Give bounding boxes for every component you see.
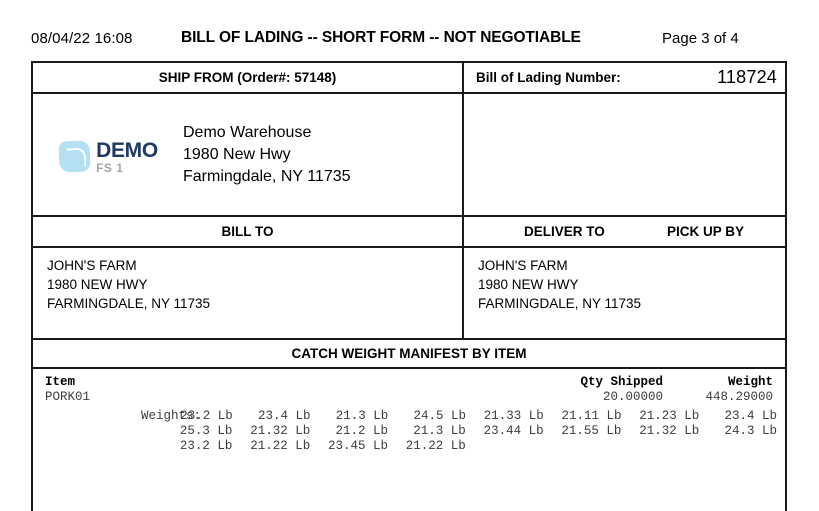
manifest-detail: Item Qty Shipped Weight PORK01 20.00000 … (33, 369, 785, 459)
page-title: BILL OF LADING -- SHORT FORM -- NOT NEGO… (181, 29, 581, 46)
manifest-col-weight: Weight (727, 374, 773, 389)
weights-label: Weights: (141, 408, 202, 423)
deliver-to-address: JOHN'S FARM 1980 NEW HWY FARMINGDALE, NY… (464, 248, 785, 338)
weight-value: 21.55 Lb (561, 423, 622, 438)
weight-value: 21.22 Lb (405, 438, 466, 453)
weight-value: 21.3 Lb (413, 423, 466, 438)
bill-to-body-cell: JOHN'S FARM 1980 NEW HWY FARMINGDALE, NY… (33, 248, 464, 338)
table-continuation-area (31, 456, 787, 511)
weights-row: 23.2 Lb 21.22 Lb 23.45 Lb 21.22 Lb (45, 438, 785, 453)
weight-value: 21.11 Lb (561, 408, 622, 423)
page-number: Page 3 of 4 (662, 29, 739, 47)
weight-value: 23.2 Lb (180, 408, 233, 423)
table-row: DEMO FS 1 Demo Warehouse 1980 New Hwy Fa… (33, 94, 785, 217)
print-datetime: 08/04/22 16:08 (31, 29, 133, 47)
bol-number-value: 118724 (717, 67, 777, 87)
weight-value: 21.2 Lb (335, 423, 389, 438)
table-row: JOHN'S FARM 1980 NEW HWY FARMINGDALE, NY… (33, 248, 785, 340)
manifest-item-qty: 20.00000 (602, 389, 663, 404)
bill-to-header-cell: BILL TO (33, 217, 464, 246)
bill-to-title: BILL TO (221, 224, 274, 239)
bill-of-lading-table: SHIP FROM (Order#: 57148) Bill of Lading… (31, 61, 787, 459)
deliver-to-title: DELIVER TO (524, 224, 605, 239)
manifest-col-qty: Qty Shipped (580, 374, 663, 389)
ship-from-title: SHIP FROM (Order#: 57148) (158, 70, 337, 85)
weight-value: 21.22 Lb (250, 438, 311, 453)
weight-value: 23.44 Lb (483, 423, 544, 438)
weight-value: 21.32 Lb (250, 423, 311, 438)
deliver-to-street: 1980 NEW HWY (478, 277, 579, 292)
weight-value: 23.2 Lb (179, 438, 233, 453)
ship-from-name: Demo Warehouse (183, 124, 312, 141)
manifest-row: PORK01 20.00000 448.29000 (33, 389, 785, 404)
pick-up-by-title: PICK UP BY (667, 224, 745, 239)
deliver-to-name: JOHN'S FARM (478, 258, 568, 273)
manifest-column-headers: Item Qty Shipped Weight (33, 374, 785, 389)
weight-value: 25.3 Lb (179, 423, 233, 438)
manifest-item-code: PORK01 (45, 389, 91, 404)
weight-value: 21.3 Lb (335, 408, 389, 423)
bill-to-name: JOHN'S FARM (47, 258, 137, 273)
logo-subbrand-text: FS 1 (96, 161, 124, 175)
catch-weight-manifest-banner: CATCH WEIGHT MANIFEST BY ITEM (33, 340, 785, 369)
weight-value: 24.5 Lb (413, 408, 466, 423)
weight-value: 21.33 Lb (483, 408, 544, 423)
deliver-to-city-state-zip: FARMINGDALE, NY 11735 (478, 296, 642, 311)
bill-to-city-state-zip: FARMINGDALE, NY 11735 (47, 296, 211, 311)
bill-to-address: JOHN'S FARM 1980 NEW HWY FARMINGDALE, NY… (33, 248, 462, 338)
bol-number-label: Bill of Lading Number: (476, 70, 621, 85)
company-logo: DEMO FS 1 (58, 140, 158, 174)
ship-from-body-cell: DEMO FS 1 Demo Warehouse 1980 New Hwy Fa… (33, 94, 464, 215)
ship-from-city-state-zip: Farmingdale, NY 11735 (183, 168, 351, 185)
ship-from-header-cell: SHIP FROM (Order#: 57148) (33, 63, 464, 92)
weight-value: 24.3 Lb (724, 423, 777, 438)
table-row: BILL TO DELIVER TO PICK UP BY (33, 217, 785, 248)
weight-value: 21.32 Lb (639, 423, 700, 438)
weight-value: 21.23 Lb (639, 408, 700, 423)
bill-to-street: 1980 NEW HWY (47, 277, 148, 292)
logo-wrap: DEMO FS 1 (33, 116, 183, 174)
weights-row: 25.3 Lb 21.32 Lb 21.2 Lb 21.3 Lb 23.44 L… (45, 423, 785, 438)
page-header: 08/04/22 16:08 BILL OF LADING -- SHORT F… (0, 25, 819, 51)
weights-row: Weights: 23.2 Lb 23.4 Lb 21.3 Lb 24.5 Lb… (45, 408, 785, 423)
ship-from-address: Demo Warehouse 1980 New Hwy Farmingdale,… (183, 116, 351, 188)
logo-brand-text: DEMO (96, 139, 158, 162)
ship-from-street: 1980 New Hwy (183, 146, 291, 163)
bol-blank-cell (464, 94, 785, 215)
deliver-to-body-cell: JOHN'S FARM 1980 NEW HWY FARMINGDALE, NY… (464, 248, 785, 338)
manifest-item-weight: 448.29000 (705, 389, 773, 404)
demo-logo-mark-icon (58, 140, 92, 174)
weights-block: Weights: 23.2 Lb 23.4 Lb 21.3 Lb 24.5 Lb… (33, 408, 785, 453)
manifest-col-item: Item (45, 374, 76, 389)
bol-number-cell: Bill of Lading Number: 118724 (464, 63, 785, 92)
weight-value: 23.4 Lb (257, 408, 311, 423)
table-row: SHIP FROM (Order#: 57148) Bill of Lading… (33, 63, 785, 94)
weight-value: 23.4 Lb (724, 408, 777, 423)
deliver-to-header-cell: DELIVER TO PICK UP BY (464, 217, 785, 246)
weight-value: 23.45 Lb (328, 438, 389, 453)
